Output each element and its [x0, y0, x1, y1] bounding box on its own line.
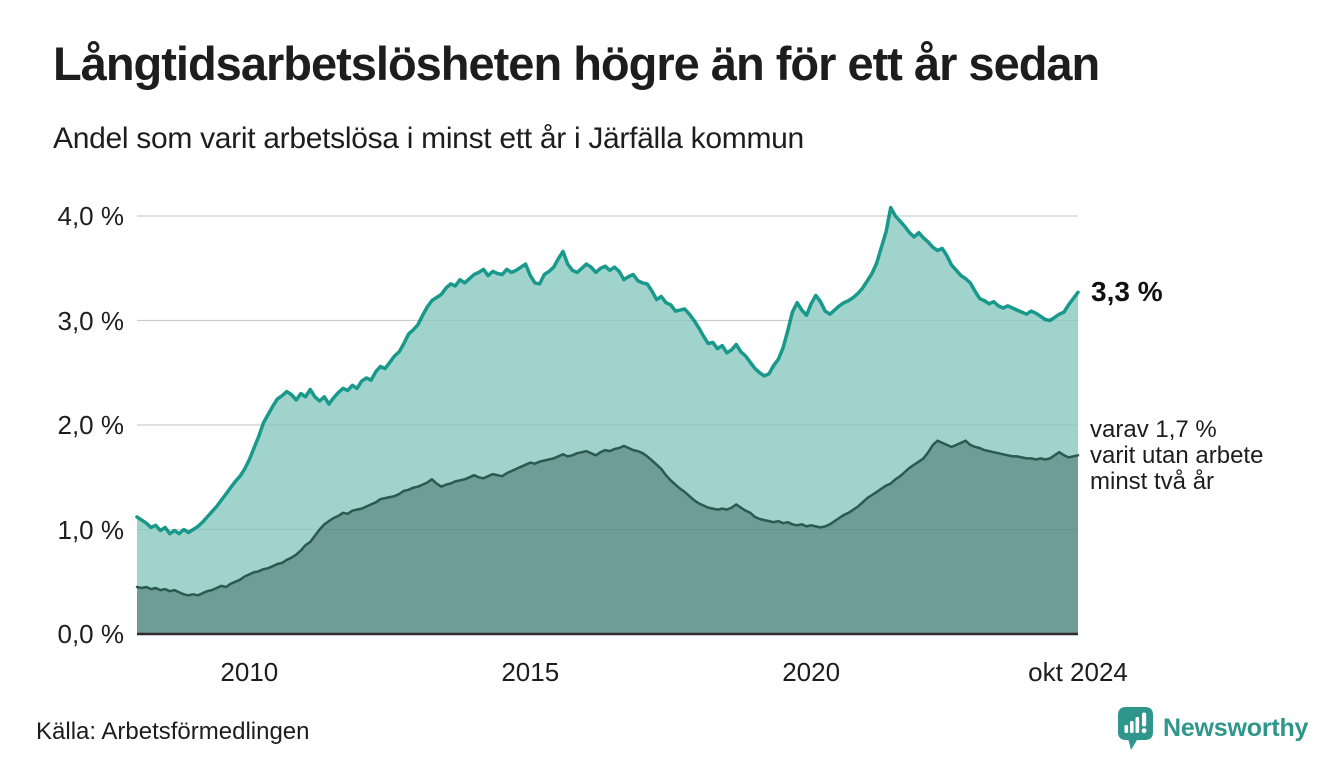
annotation-line-3: minst två år	[1090, 468, 1215, 496]
source-credit: Källa: Arbetsförmedlingen	[36, 718, 310, 745]
annotation-line-2: varit utan arbete	[1090, 442, 1264, 470]
brand-name: Newsworthy	[1163, 714, 1309, 742]
series-line-2	[135, 439, 1080, 597]
newsworthy-badge-icon	[1118, 707, 1153, 750]
annotation-line-1: varav 1,7 %	[1090, 416, 1217, 444]
page-subtitle: Andel som varit arbetslösa i minst ett å…	[53, 122, 804, 155]
page-title: Långtidsarbetslösheten högre än för ett …	[53, 37, 1100, 90]
latest-value-annotation: 3,3 %	[1091, 276, 1163, 308]
series-area-2	[137, 440, 1078, 634]
secondary-series-annotation: varav 1,7 % varit utan arbete minst två …	[1090, 417, 1263, 495]
brand-logo: Newsworthy	[1117, 706, 1308, 751]
series-line-1	[135, 205, 1080, 536]
